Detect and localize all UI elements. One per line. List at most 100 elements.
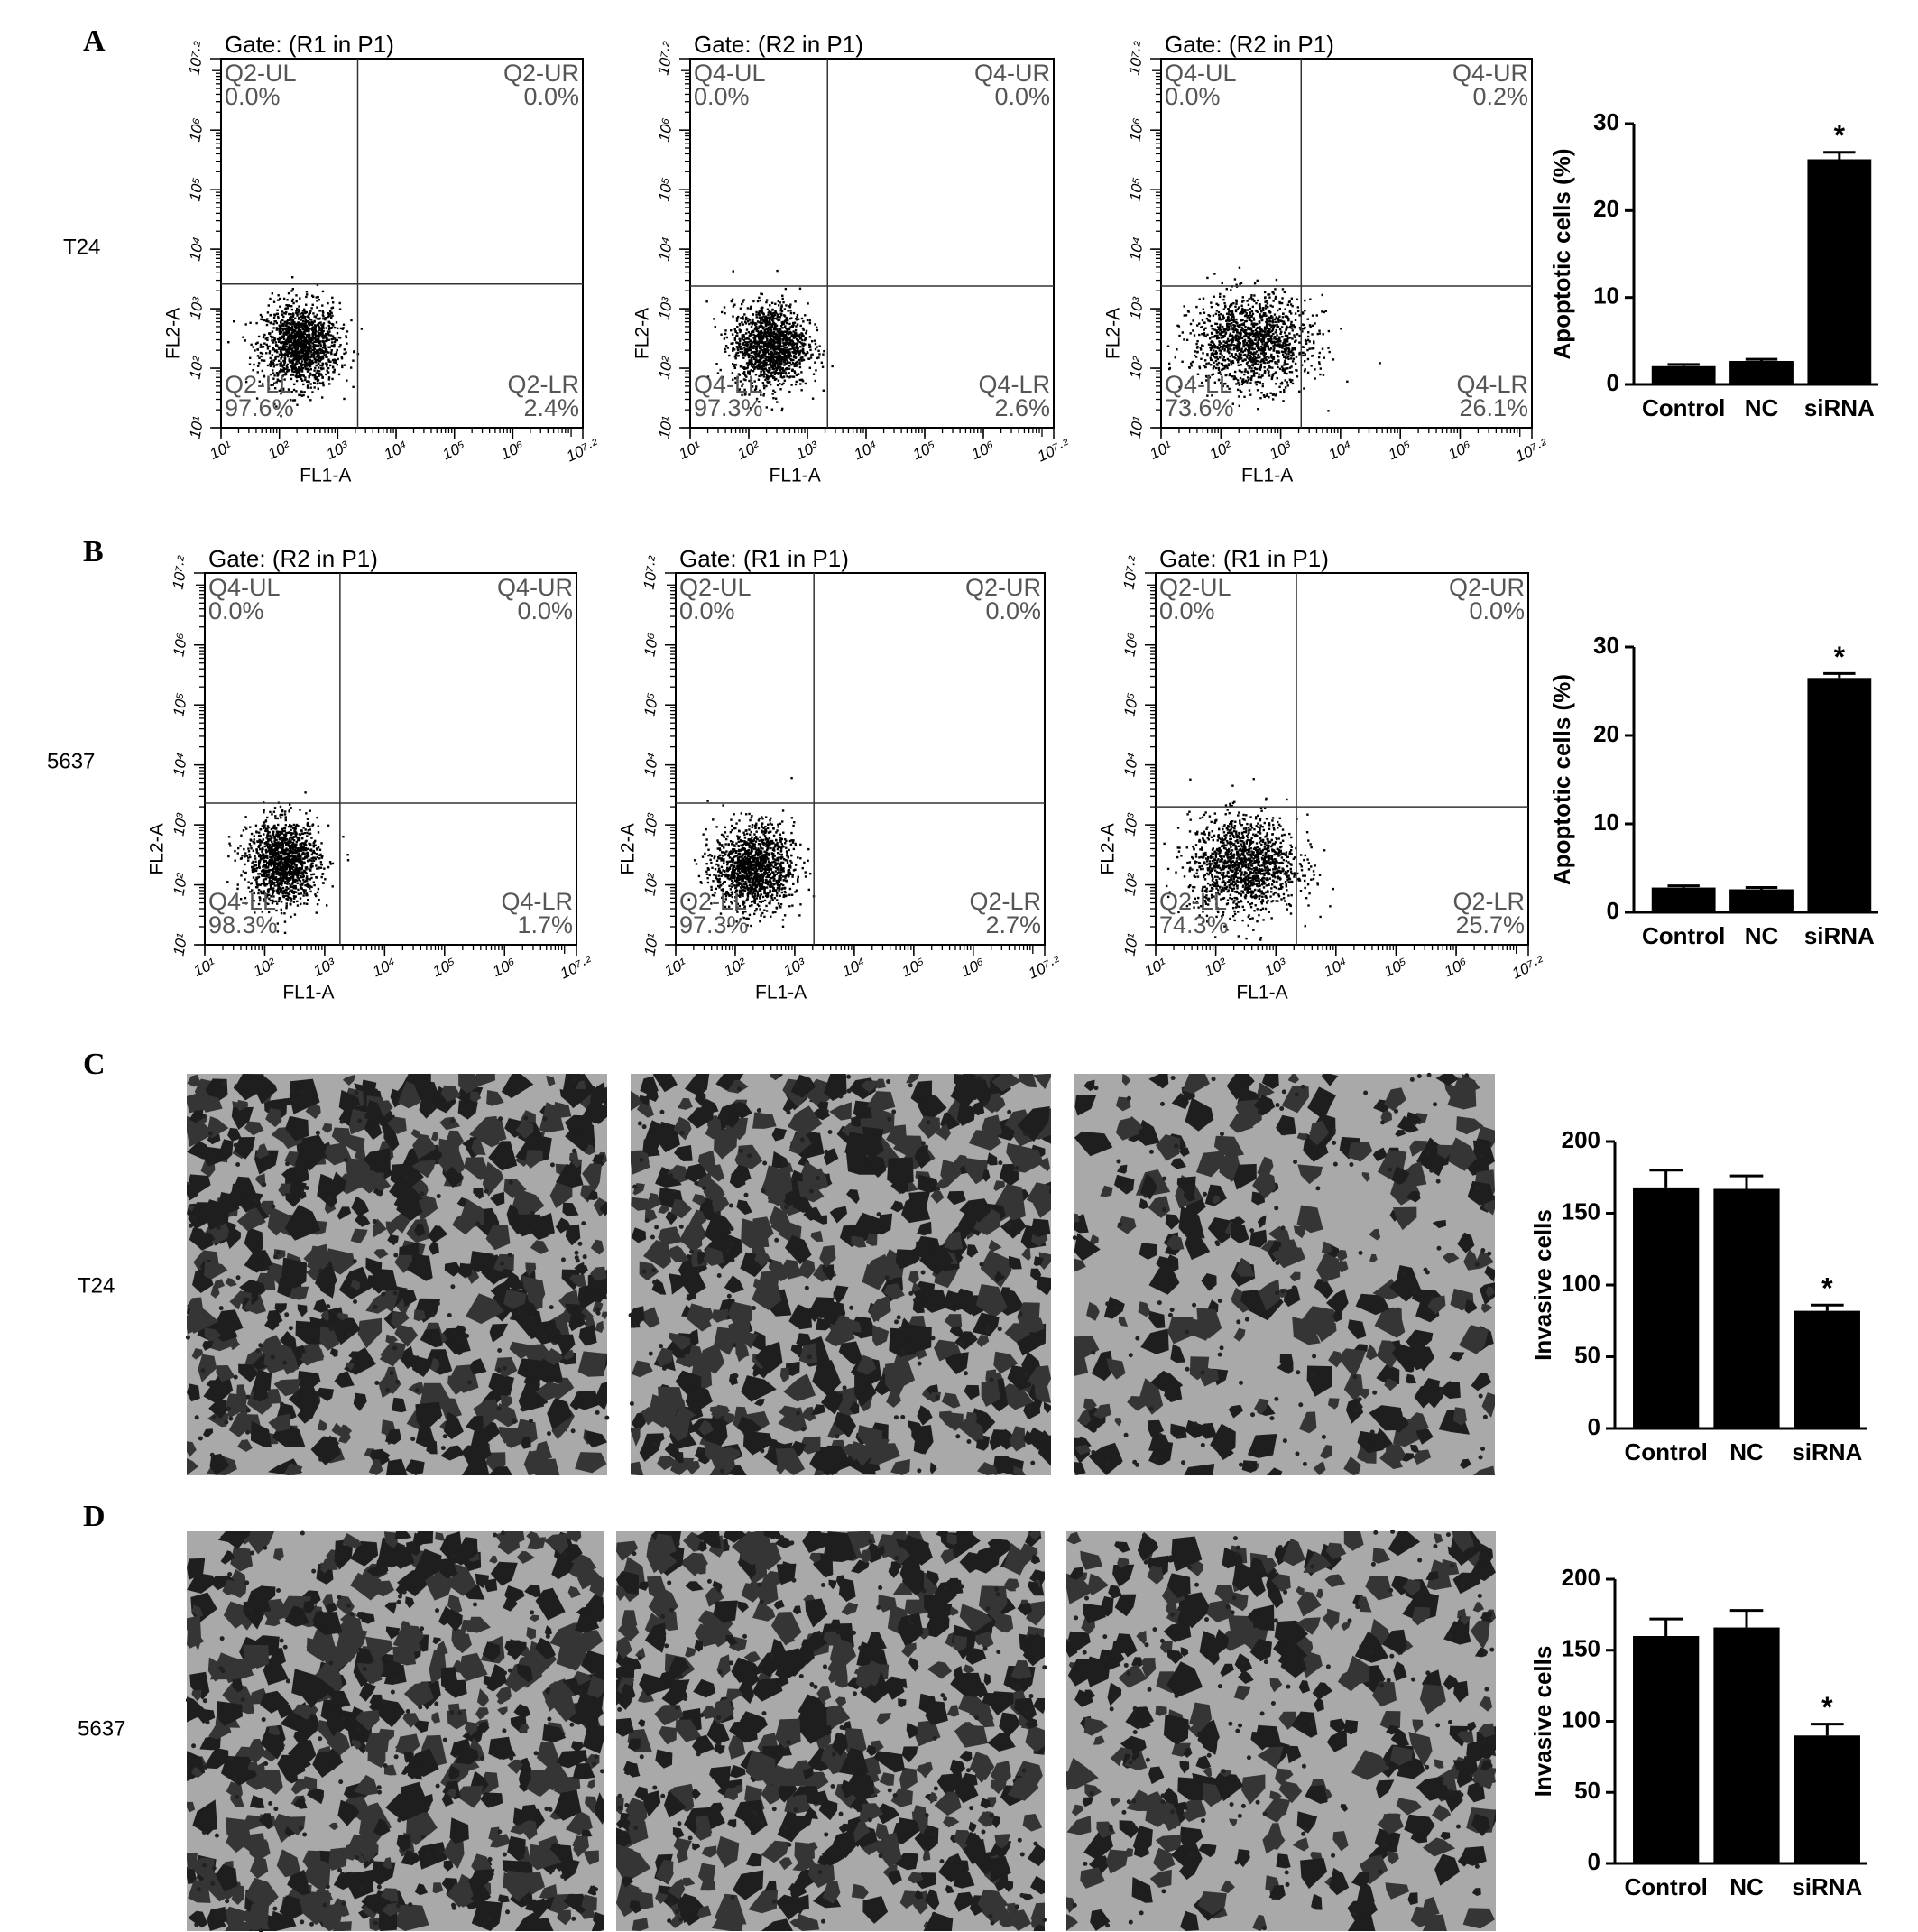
event-dot xyxy=(761,337,763,339)
event-dot xyxy=(1264,371,1267,374)
event-dot xyxy=(780,304,783,307)
event-dot xyxy=(1204,335,1207,338)
event-dot xyxy=(304,378,307,382)
event-cloud xyxy=(1166,266,1381,412)
event-dot xyxy=(306,327,309,329)
event-dot xyxy=(258,356,261,360)
event-dot xyxy=(1240,380,1244,383)
event-dot xyxy=(1271,319,1275,322)
event-dot xyxy=(1268,328,1271,331)
event-dot xyxy=(279,332,281,336)
event-dot xyxy=(283,360,287,364)
event-dot xyxy=(1241,307,1244,310)
event-dot xyxy=(1247,328,1249,330)
event-dot xyxy=(735,317,739,319)
event-dot xyxy=(1327,347,1330,349)
event-dot xyxy=(1260,345,1263,348)
event-dot xyxy=(755,310,758,314)
event-dot xyxy=(1227,349,1230,352)
event-dot xyxy=(331,358,335,362)
event-dot xyxy=(300,362,303,365)
event-dot xyxy=(770,334,773,337)
event-dot xyxy=(1257,354,1260,357)
event-dot xyxy=(272,372,275,374)
event-dot xyxy=(1231,402,1234,405)
event-dot xyxy=(772,359,775,362)
event-dot xyxy=(733,337,737,340)
event-dot xyxy=(1289,351,1293,354)
event-dot xyxy=(755,349,759,352)
event-dot xyxy=(749,347,752,349)
event-dot xyxy=(287,341,290,344)
event-dot xyxy=(1240,311,1244,314)
event-dot xyxy=(1250,367,1253,370)
event-dot xyxy=(772,311,775,315)
event-dot xyxy=(287,388,290,391)
event-dot xyxy=(1256,389,1259,392)
event-dot xyxy=(284,327,287,330)
event-dot xyxy=(1243,395,1246,399)
event-dot xyxy=(733,328,736,331)
event-dot xyxy=(304,354,308,356)
event-dot xyxy=(290,353,294,356)
event-dot xyxy=(1236,358,1239,362)
event-dot xyxy=(301,356,305,358)
event-dot xyxy=(1215,363,1219,365)
event-dot xyxy=(298,367,300,370)
event-dot xyxy=(320,382,323,385)
event-dot xyxy=(301,379,304,382)
event-dot xyxy=(1274,371,1277,374)
event-dot xyxy=(741,343,744,346)
event-dot xyxy=(770,347,772,350)
event-dot xyxy=(782,375,785,379)
event-dot xyxy=(1298,341,1301,344)
event-dot xyxy=(280,323,283,326)
event-dot xyxy=(747,356,751,359)
event-dot xyxy=(285,370,289,373)
event-dot xyxy=(330,337,333,341)
event-dot xyxy=(318,341,321,345)
x-tick-label: 10¹ xyxy=(207,438,235,463)
event-dot xyxy=(746,307,750,310)
event-dot xyxy=(794,342,797,346)
event-dot xyxy=(1319,367,1323,370)
x-tick-label: 10¹ xyxy=(676,438,704,463)
event-dot xyxy=(764,315,768,318)
event-dot xyxy=(793,371,797,374)
event-dot xyxy=(791,321,795,325)
event-dot xyxy=(770,353,772,356)
event-dot xyxy=(1275,383,1277,385)
event-dot xyxy=(1239,376,1242,380)
event-dot xyxy=(764,365,768,367)
event-dot xyxy=(741,347,743,350)
event-dot xyxy=(788,327,791,329)
event-dot xyxy=(813,339,816,342)
event-dot xyxy=(740,329,742,332)
event-dot xyxy=(762,335,765,337)
event-dot xyxy=(1227,347,1230,351)
event-dot xyxy=(797,373,799,375)
event-dot xyxy=(773,356,777,358)
event-dot xyxy=(1174,356,1177,359)
event-dot xyxy=(327,338,330,342)
event-dot xyxy=(796,360,798,364)
event-dot xyxy=(1245,328,1248,332)
event-dot xyxy=(288,339,291,342)
event-dot xyxy=(802,320,805,323)
event-dot xyxy=(1282,400,1285,402)
event-dot xyxy=(1254,363,1257,365)
event-dot xyxy=(760,329,763,333)
event-dot xyxy=(1285,343,1287,347)
event-dot xyxy=(1305,339,1308,343)
event-dot xyxy=(336,338,338,342)
event-dot xyxy=(1231,339,1235,342)
event-dot xyxy=(1224,341,1227,345)
event-dot xyxy=(1222,335,1224,337)
event-dot xyxy=(755,358,758,361)
event-dot xyxy=(781,294,784,297)
event-dot xyxy=(1216,326,1220,328)
event-dot xyxy=(770,408,774,411)
event-dot xyxy=(776,328,779,330)
y-tick-label: 10³ xyxy=(1127,295,1148,321)
event-dot xyxy=(297,357,300,360)
